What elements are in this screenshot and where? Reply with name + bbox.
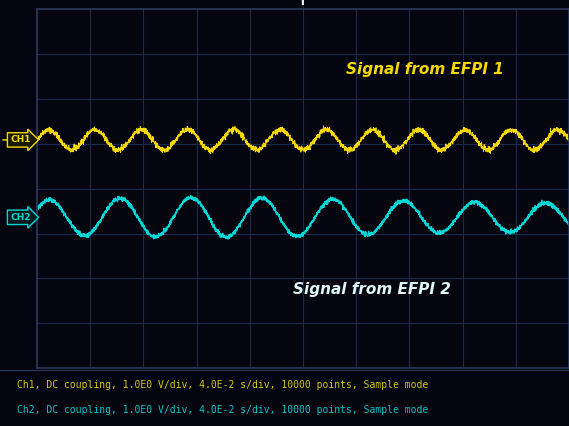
Text: Signal from EFPI 1: Signal from EFPI 1 [347, 62, 504, 77]
Text: Signal from EFPI 2: Signal from EFPI 2 [293, 282, 451, 297]
Text: T: T [299, 0, 307, 7]
Text: Ch1, DC coupling, 1.0E0 V/div, 4.0E-2 s/div, 10000 points, Sample mode: Ch1, DC coupling, 1.0E0 V/div, 4.0E-2 s/… [17, 380, 428, 390]
Text: CH2: CH2 [10, 213, 31, 222]
Text: CH1: CH1 [10, 135, 31, 144]
Text: Ch2, DC coupling, 1.0E0 V/div, 4.0E-2 s/div, 10000 points, Sample mode: Ch2, DC coupling, 1.0E0 V/div, 4.0E-2 s/… [17, 405, 428, 415]
